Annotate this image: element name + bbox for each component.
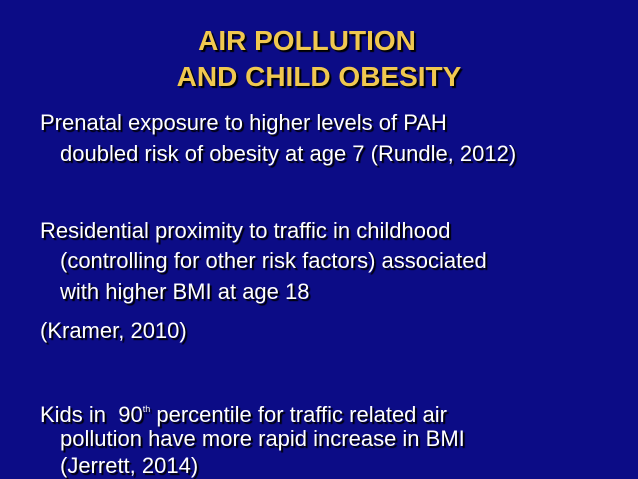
body-line: (Kramer, 2010) bbox=[40, 318, 187, 343]
superscript: th bbox=[142, 404, 151, 414]
text: percentile for traffic related air bbox=[150, 402, 447, 427]
body-line: Kids in 90th percentile for traffic rela… bbox=[40, 396, 447, 428]
body-line: with higher BMI at age 18 bbox=[60, 279, 310, 304]
body-line: (controlling for other risk factors) ass… bbox=[60, 248, 487, 273]
body-line: Residential proximity to traffic in chil… bbox=[40, 218, 451, 243]
body-line: doubled risk of obesity at age 7 (Rundle… bbox=[60, 141, 517, 166]
title-line: AIR POLLUTION bbox=[198, 25, 416, 56]
body-line: (Jerrett, 2014) bbox=[60, 453, 199, 478]
title-line: AND CHILD OBESITY bbox=[176, 61, 462, 92]
text: Kids in 90 bbox=[40, 402, 143, 427]
body-line: Prenatal exposure to higher levels of PA… bbox=[40, 110, 447, 135]
body-line: pollution have more rapid increase in BM… bbox=[60, 426, 465, 451]
